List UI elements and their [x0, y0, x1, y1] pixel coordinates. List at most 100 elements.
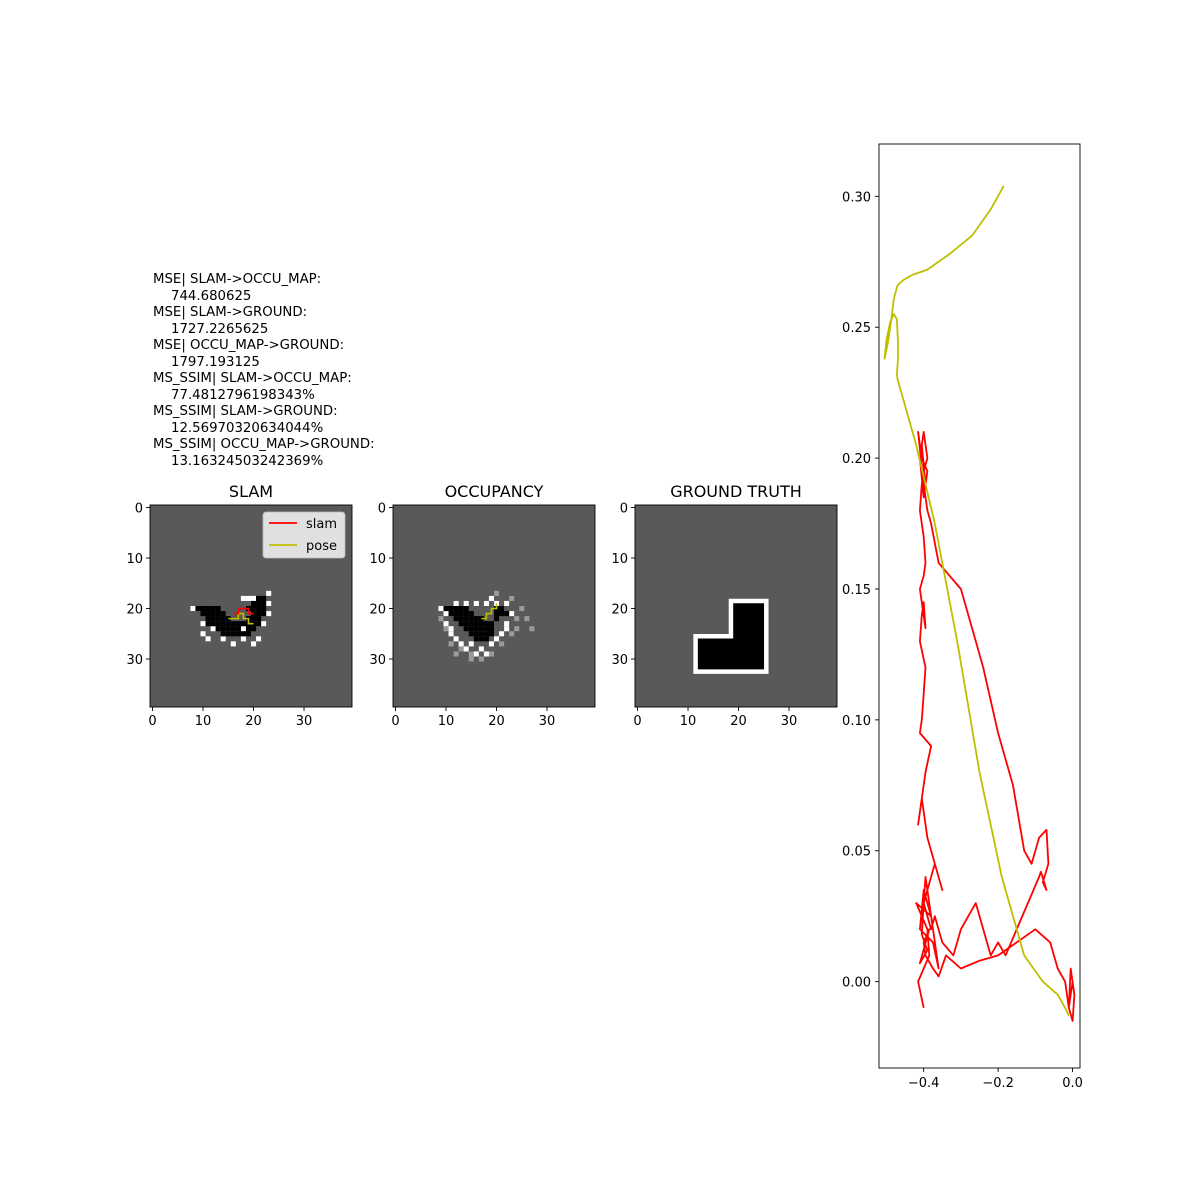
x-tick-label: 10 [195, 714, 212, 729]
gray-cell [519, 606, 525, 612]
x-tick-label: 10 [680, 714, 697, 729]
free-cell [443, 611, 449, 617]
occupied-cell [205, 621, 211, 627]
occupied-cell [468, 621, 474, 627]
occupied-cell [251, 600, 257, 606]
free-cell [488, 595, 494, 601]
occupied-cell [220, 611, 226, 617]
slam-path [233, 607, 254, 615]
y-tick-label: 10 [611, 552, 628, 567]
occupied-cell [245, 631, 251, 637]
occupied-cell [205, 611, 211, 617]
occupied-cell [463, 611, 469, 617]
free-cell [473, 651, 479, 657]
occupied-cell [463, 616, 469, 622]
metric-value: 1727.2265625 [171, 321, 269, 337]
heatmap-panel-0: SLAM 0 10 20 30 0 10 20 30 slam pose [126, 482, 353, 729]
occupied-cell [230, 621, 236, 627]
occupied-cell [235, 621, 241, 627]
ground-truth-obstacle [693, 598, 769, 674]
occupied-cell [478, 631, 484, 637]
x-tick-label: 20 [730, 714, 747, 729]
occupied-cell [256, 621, 262, 627]
occupied-cell [488, 626, 494, 632]
heatmap-frame [392, 504, 596, 708]
metric-label: MS_SSIM| OCCU_MAP->GROUND: [153, 437, 375, 452]
metric-value: 13.16324503242369% [171, 453, 324, 469]
gray-cell [468, 656, 474, 662]
y-tick-label: 0.10 [842, 714, 871, 729]
free-cell [473, 600, 479, 606]
pose-path [481, 603, 498, 620]
occupied-cell [463, 621, 469, 627]
occupied-cell [230, 631, 236, 637]
occupied-cell [215, 616, 221, 622]
y-tick-label: 30 [369, 653, 386, 668]
occupied-cell [220, 631, 226, 637]
free-cell [245, 595, 251, 601]
y-tick-label: 0.15 [842, 583, 871, 598]
occupied-cell [220, 616, 226, 622]
free-cell [200, 621, 206, 627]
occupied-cell [453, 616, 459, 622]
free-cell [190, 606, 196, 612]
occupied-cell [256, 600, 262, 606]
occupied-cell [458, 616, 464, 622]
occupied-cell [483, 631, 489, 637]
y-tick-label: 10 [369, 552, 386, 567]
y-tick-label: 0 [620, 502, 628, 517]
x-tick-label: 30 [296, 714, 313, 729]
occupied-cell [463, 626, 469, 632]
occupied-cell [205, 616, 211, 622]
y-tick-label: 0.05 [842, 845, 871, 860]
gray-cell [494, 590, 500, 596]
occupied-cell [483, 621, 489, 627]
gray-cell [529, 626, 535, 632]
heatmap-panel-1: OCCUPANCY 0 10 20 30 0 10 20 30 [369, 482, 596, 729]
occupied-cell [220, 626, 226, 632]
gray-cell [509, 631, 515, 637]
free-cell [453, 600, 459, 606]
metrics-text-block: MSE| SLAM->OCCU_MAP: 744.680625 MSE| SLAM-… [153, 272, 375, 470]
occupied-cell [473, 636, 479, 642]
x-tick-label: −0.2 [982, 1076, 1014, 1091]
free-cell [453, 636, 459, 642]
occupied-cell [483, 626, 489, 632]
free-cell [438, 606, 444, 612]
y-tick-label: 20 [611, 603, 628, 618]
heatmap-title: OCCUPANCY [445, 482, 544, 501]
occupied-cell [453, 611, 459, 617]
x-tick-label: 0.0 [1062, 1076, 1083, 1091]
occupied-cell [488, 621, 494, 627]
free-cell [504, 626, 510, 632]
occupied-cell [458, 606, 464, 612]
occupied-cell [210, 611, 216, 617]
gray-cell [514, 626, 520, 632]
occupied-cell [210, 621, 216, 627]
gray-cell [458, 646, 464, 652]
occupied-cell [195, 606, 201, 612]
occupied-cell [473, 616, 479, 622]
occupied-cell [468, 616, 474, 622]
free-cell [483, 600, 489, 606]
heatmap-frame [149, 504, 353, 708]
metric-value: 1797.193125 [171, 354, 260, 370]
slam-trajectory-line [915, 431, 1076, 1022]
occupied-cell [448, 606, 454, 612]
x-tick-label: 20 [488, 714, 505, 729]
free-cell [266, 600, 272, 606]
gray-cell [478, 656, 484, 662]
free-cell [240, 595, 246, 601]
occupied-cell [256, 595, 262, 601]
metric-value: 12.56970320634044% [171, 420, 324, 436]
occupied-cell [468, 626, 474, 632]
free-cell [210, 626, 216, 632]
occupied-cell [494, 616, 500, 622]
gray-cell [468, 651, 474, 657]
heatmap-panel-2: GROUND TRUTH 0 10 20 30 0 10 20 30 [611, 482, 838, 729]
occupied-cell [230, 626, 236, 632]
gray-cell [509, 595, 515, 601]
occupied-cell [261, 600, 267, 606]
occupied-cell [473, 631, 479, 637]
occupied-cell [245, 626, 251, 632]
